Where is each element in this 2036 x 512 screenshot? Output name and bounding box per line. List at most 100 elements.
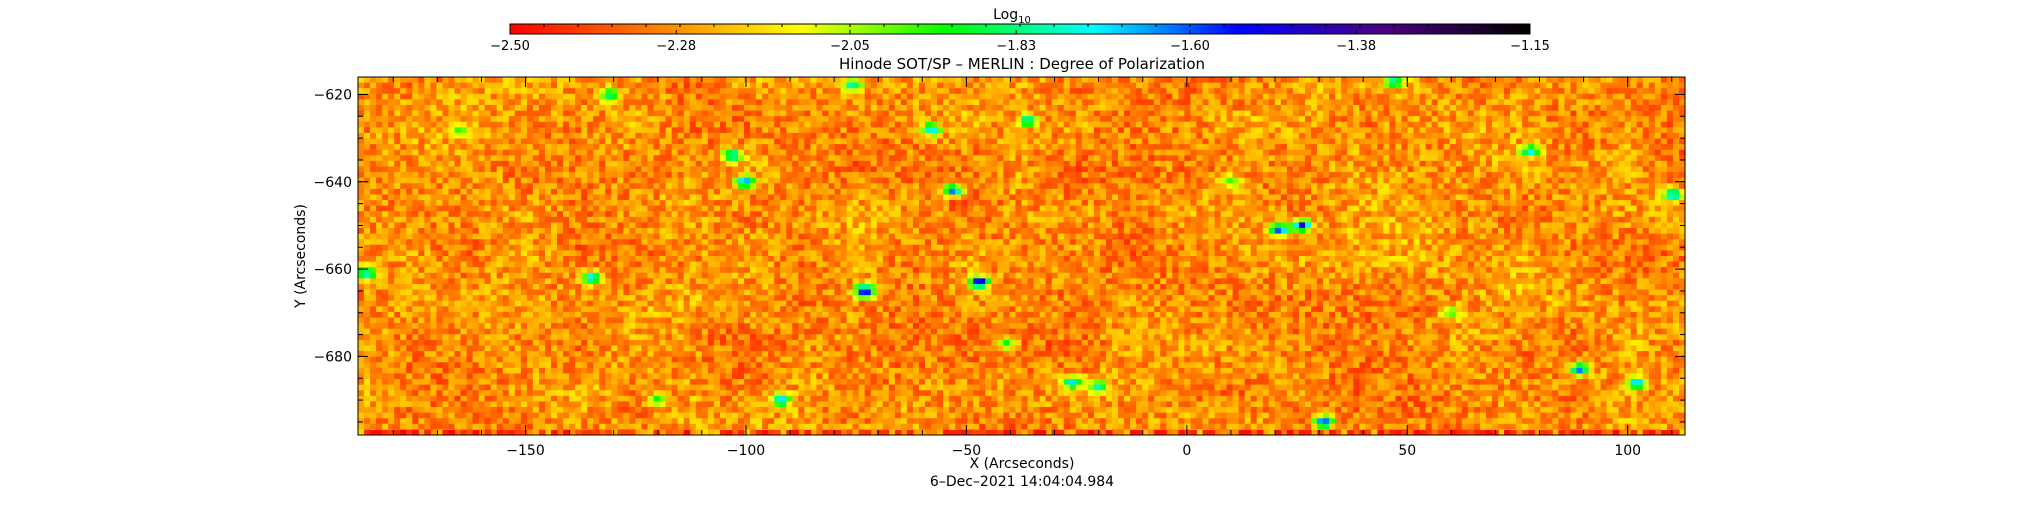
heatmap-cell xyxy=(382,194,389,201)
heatmap-cell xyxy=(1401,77,1409,84)
heatmap-cell xyxy=(1051,121,1059,128)
heatmap-cell xyxy=(894,200,902,207)
heatmap-cell xyxy=(786,183,793,190)
heatmap-cell xyxy=(786,121,793,128)
heatmap-cell xyxy=(1329,121,1336,128)
heatmap-cell xyxy=(1389,160,1397,168)
heatmap-cell xyxy=(774,138,781,145)
heatmap-cell xyxy=(544,121,552,128)
heatmap-cell xyxy=(955,144,962,151)
heatmap-cell xyxy=(502,127,510,134)
heatmap-cell xyxy=(1130,104,1137,112)
heatmap-cell xyxy=(1124,160,1131,168)
heatmap-cell xyxy=(466,155,474,162)
heatmap-cell xyxy=(1039,183,1047,190)
heatmap-cell xyxy=(1063,121,1071,128)
heatmap-cell xyxy=(605,93,612,100)
heatmap-cell xyxy=(1660,160,1668,168)
heatmap-cell xyxy=(810,132,818,140)
heatmap-cell xyxy=(526,99,534,106)
heatmap-cell xyxy=(1491,188,1499,196)
heatmap-cell xyxy=(1009,88,1017,95)
heatmap-cell xyxy=(955,82,962,89)
heatmap-cell xyxy=(1437,149,1445,156)
heatmap-cell xyxy=(1582,110,1590,117)
heatmap-cell xyxy=(1630,127,1638,134)
heatmap-cell xyxy=(1522,121,1529,128)
heatmap-cell xyxy=(774,200,781,207)
heatmap-cell xyxy=(611,177,618,184)
heatmap-cell xyxy=(647,166,655,173)
heatmap-cell xyxy=(1160,177,1167,184)
heatmap-cell xyxy=(816,138,824,145)
heatmap-cell xyxy=(713,144,721,151)
heatmap-cell xyxy=(695,172,703,179)
heatmap-cell xyxy=(689,88,697,95)
heatmap-cell xyxy=(1630,99,1638,106)
heatmap-cell xyxy=(1051,104,1059,112)
heatmap-cell xyxy=(870,200,878,207)
heatmap-cell xyxy=(508,138,516,145)
heatmap-cell xyxy=(1425,149,1433,156)
heatmap-cell xyxy=(1256,82,1264,89)
heatmap-cell xyxy=(1407,88,1415,95)
heatmap-cell xyxy=(647,82,655,89)
heatmap-cell xyxy=(695,183,703,190)
heatmap-cell xyxy=(1154,149,1161,156)
heatmap-cell xyxy=(750,104,757,112)
heatmap-cell xyxy=(448,144,456,151)
heatmap-cell xyxy=(623,127,631,134)
heatmap-cell xyxy=(1642,116,1650,123)
heatmap-cell xyxy=(1498,104,1505,112)
heatmap-cell xyxy=(1401,183,1409,190)
heatmap-cell xyxy=(1600,77,1608,84)
heatmap-cell xyxy=(900,99,908,106)
heatmap-cell xyxy=(949,160,956,168)
heatmap-cell xyxy=(774,127,781,134)
heatmap-cell xyxy=(1075,82,1083,89)
heatmap-cell xyxy=(731,144,739,151)
heatmap-cell xyxy=(991,77,998,84)
heatmap-cell xyxy=(1099,183,1107,190)
heatmap-cell xyxy=(1142,172,1149,179)
heatmap-cell xyxy=(1449,144,1457,151)
heatmap-cell xyxy=(1672,188,1680,196)
heatmap-cell xyxy=(418,172,425,179)
heatmap-cell xyxy=(979,177,986,184)
heatmap-cell xyxy=(1341,88,1348,95)
heatmap-cell xyxy=(931,116,938,123)
heatmap-cell xyxy=(1130,194,1137,201)
heatmap-cell xyxy=(822,155,830,162)
heatmap-cell xyxy=(1504,144,1511,151)
heatmap-cell xyxy=(1467,183,1475,190)
heatmap-cell xyxy=(756,82,763,89)
heatmap-cell xyxy=(1003,188,1011,196)
heatmap-cell xyxy=(1015,160,1023,168)
heatmap-cell xyxy=(1473,82,1481,89)
heatmap-cell xyxy=(1353,172,1360,179)
heatmap-cell xyxy=(1546,127,1553,134)
heatmap-cell xyxy=(924,200,932,207)
heatmap-cell xyxy=(701,127,709,134)
heatmap-cell xyxy=(1244,149,1252,156)
heatmap-cell xyxy=(376,116,383,123)
heatmap-cell xyxy=(1057,144,1065,151)
heatmap-cell xyxy=(1335,166,1342,173)
heatmap-cell xyxy=(1654,149,1662,156)
heatmap-cell xyxy=(1419,82,1427,89)
heatmap-cell xyxy=(400,144,407,151)
heatmap-cell xyxy=(1443,121,1451,128)
heatmap-cell xyxy=(1335,194,1342,201)
heatmap-cell xyxy=(900,77,908,84)
heatmap-cell xyxy=(979,132,986,140)
heatmap-cell xyxy=(1323,155,1330,162)
heatmap-cell xyxy=(532,177,540,184)
heatmap-cell xyxy=(1522,127,1529,134)
heatmap-cell xyxy=(900,82,908,89)
heatmap-cell xyxy=(611,166,618,173)
heatmap-cell xyxy=(924,177,932,184)
heatmap-cell xyxy=(973,121,980,128)
heatmap-cell xyxy=(1594,172,1602,179)
heatmap-cell xyxy=(1075,183,1083,190)
heatmap-cell xyxy=(1274,194,1282,201)
